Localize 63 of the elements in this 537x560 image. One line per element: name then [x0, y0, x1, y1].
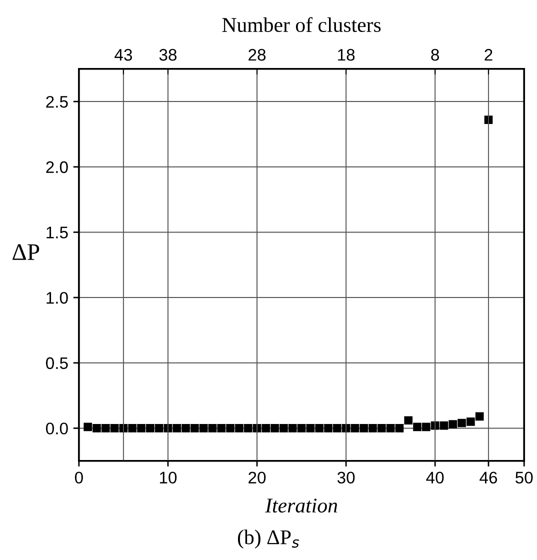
- point: [101, 424, 110, 432]
- x2-tick-label: 8: [431, 48, 439, 61]
- point: [395, 424, 404, 432]
- point: [244, 424, 252, 432]
- point: [92, 424, 101, 432]
- point: [84, 422, 92, 432]
- point: [146, 424, 154, 432]
- point: [315, 424, 324, 432]
- x2-tick-label: 43: [114, 48, 132, 61]
- text: (b) ΔP$_{s}$: [238, 530, 300, 549]
- point: [360, 424, 368, 432]
- y-tick-label: 0.0: [46, 422, 68, 434]
- y-tick-label: 1.5: [46, 226, 68, 238]
- x-tick-label: 0: [74, 472, 83, 484]
- point: [280, 424, 288, 432]
- x-tick-label: 30: [337, 472, 355, 484]
- point: [332, 424, 342, 432]
- x-tick-label: 46: [480, 472, 498, 484]
- point: [154, 424, 164, 432]
- x2-tick-label: 2: [484, 48, 492, 61]
- point: [235, 424, 244, 432]
- x-tick-label: 40: [426, 472, 444, 484]
- point: [137, 424, 146, 432]
- point: [413, 422, 422, 432]
- point: [368, 424, 377, 432]
- y-axis-title: ΔP: [12, 244, 40, 260]
- x2-tick-label: 28: [248, 48, 266, 61]
- point: [172, 424, 182, 432]
- x2-tick-label: 38: [159, 48, 177, 61]
- point: [217, 424, 226, 432]
- point: [297, 424, 306, 432]
- point: [262, 424, 270, 432]
- point: [324, 424, 332, 432]
- point: [288, 424, 297, 432]
- point: [110, 424, 119, 432]
- point: [386, 424, 395, 432]
- point: [306, 424, 315, 432]
- point: [182, 424, 190, 432]
- y-tick-label: 2.0: [46, 161, 68, 174]
- point: [475, 412, 484, 421]
- point: [199, 424, 208, 432]
- point: [190, 424, 199, 432]
- point: [270, 424, 279, 432]
- point: [448, 420, 458, 428]
- x-tick-label: 20: [248, 472, 266, 484]
- point: [350, 424, 360, 432]
- point: [422, 422, 430, 432]
- point: [404, 416, 413, 425]
- point: [128, 424, 137, 432]
- point: [208, 424, 217, 432]
- x2-axis-title: Number of clusters: [222, 17, 381, 32]
- y-tick-label: 1.0: [46, 292, 68, 304]
- point: [377, 424, 386, 432]
- x-axis-title: Iteration: [264, 498, 338, 513]
- x-tick-label: 10: [160, 472, 177, 484]
- point: [440, 421, 448, 430]
- point: [466, 418, 475, 426]
- point: [226, 424, 234, 432]
- y-tick-label: 0.5: [46, 357, 68, 370]
- point: [458, 418, 466, 428]
- x-tick-label: 50: [516, 472, 533, 484]
- y-tick-label: 2.5: [46, 96, 68, 108]
- x2-tick-label: 18: [338, 48, 355, 61]
